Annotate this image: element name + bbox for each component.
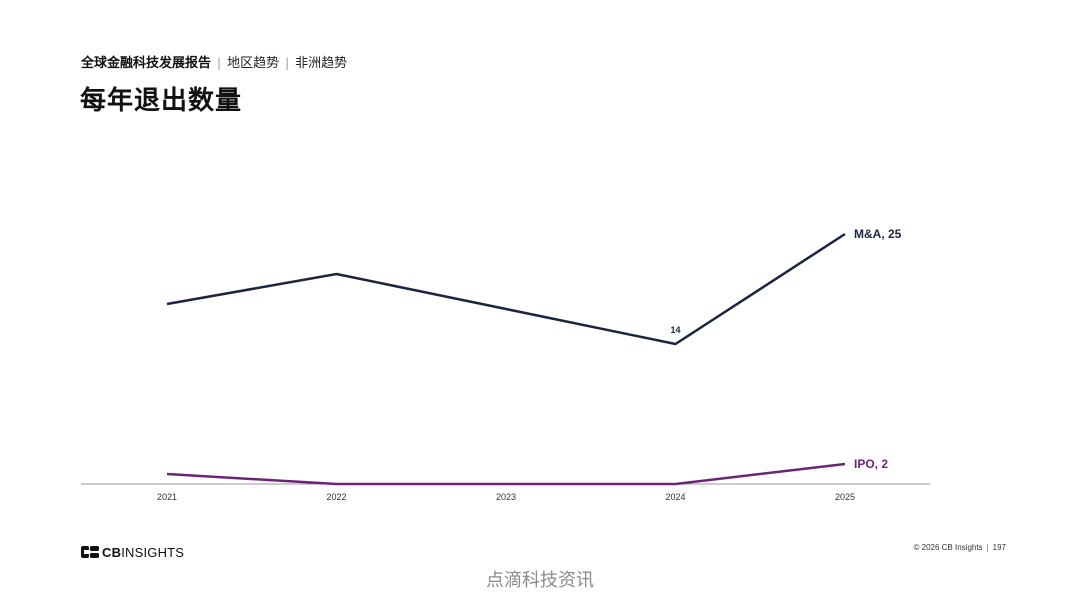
data-label: 14 bbox=[670, 325, 680, 335]
series-line-m-a bbox=[166, 232, 846, 346]
series-line-ipo bbox=[166, 462, 846, 486]
page-number: 197 bbox=[992, 543, 1006, 552]
x-tick-label: 2021 bbox=[157, 492, 177, 502]
watermark: 点滴科技资讯 bbox=[486, 570, 594, 591]
breadcrumb-region: 地区趋势 bbox=[227, 56, 280, 71]
report-header: 全球金融科技发展报告 | 地区趋势 | 非洲趋势 bbox=[81, 54, 347, 73]
x-tick-label: 2023 bbox=[496, 492, 516, 502]
copyright-text: © 2026 CB Insights bbox=[913, 543, 983, 552]
copyright-notice: © 2026 CB Insights | 197 bbox=[914, 543, 1006, 552]
x-tick-label: 2024 bbox=[665, 492, 685, 502]
x-tick-label: 2022 bbox=[326, 492, 346, 502]
cb-insights-logo: CBINSIGHTS bbox=[81, 544, 184, 560]
logo-cb-text: CB bbox=[102, 544, 122, 560]
copyright-separator: | bbox=[986, 543, 989, 552]
x-tick-label: 2025 bbox=[835, 492, 855, 502]
cb-logo-icon bbox=[81, 546, 99, 558]
breadcrumb-separator: | bbox=[217, 56, 222, 70]
report-name: 全球金融科技发展报告 bbox=[81, 56, 212, 71]
breadcrumb-subregion: 非洲趋势 bbox=[295, 56, 348, 71]
data-label: IPO, 2 bbox=[854, 457, 888, 471]
breadcrumb-separator: | bbox=[285, 56, 290, 70]
data-label: M&A, 25 bbox=[854, 227, 902, 241]
logo-insights-text: INSIGHTS bbox=[121, 544, 185, 560]
page-title: 每年退出数量 bbox=[80, 86, 243, 116]
